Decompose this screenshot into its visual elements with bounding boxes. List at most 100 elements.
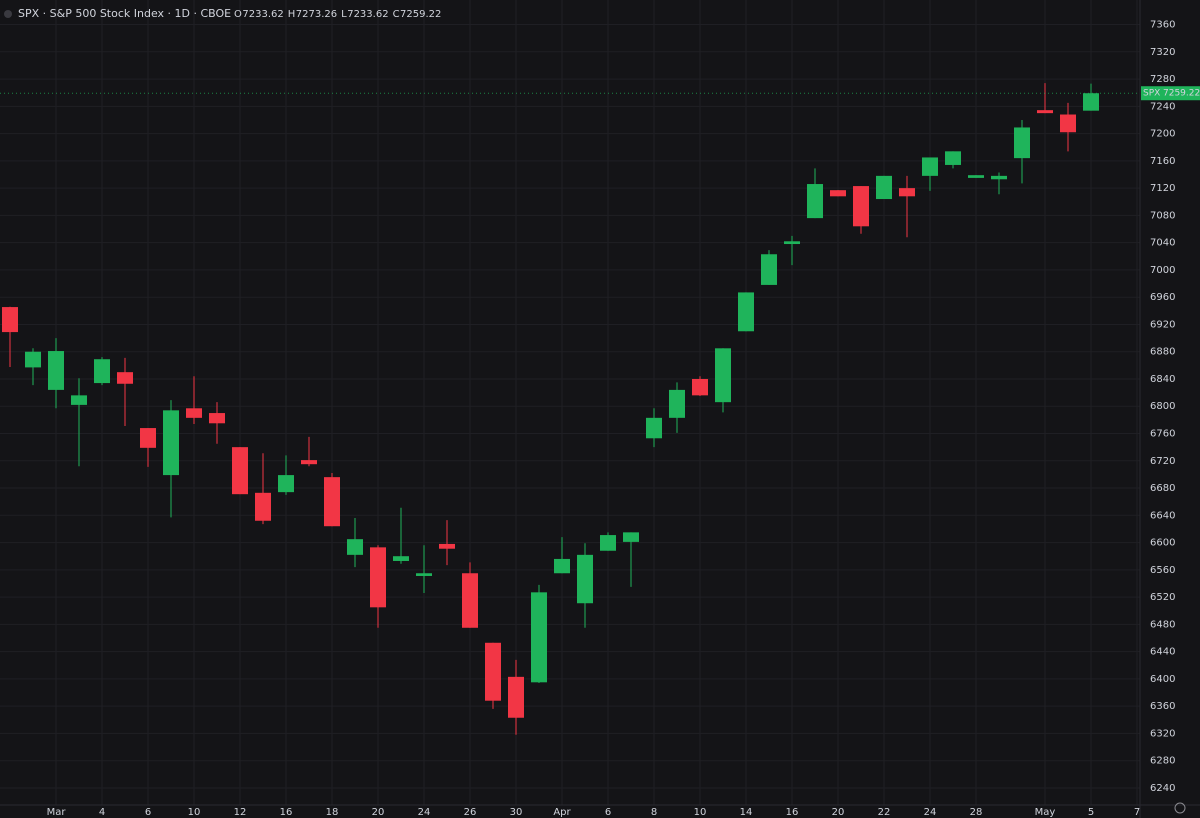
candle-body bbox=[48, 351, 64, 390]
candle-body bbox=[899, 188, 915, 197]
ohlc-label: H bbox=[288, 9, 296, 20]
y-tick-label: 7280 bbox=[1150, 74, 1175, 85]
candle-body bbox=[577, 554, 593, 604]
x-tick-label: 20 bbox=[372, 807, 385, 818]
x-tick-label: 26 bbox=[464, 807, 477, 818]
ohlc-label: C bbox=[393, 9, 400, 20]
candle-body bbox=[991, 175, 1007, 180]
candle-body bbox=[186, 408, 202, 418]
candle-body bbox=[2, 307, 18, 333]
x-tick-label: 8 bbox=[651, 807, 657, 818]
candle-body bbox=[25, 351, 41, 368]
y-tick-label: 6880 bbox=[1150, 347, 1175, 358]
y-tick-label: 6640 bbox=[1150, 510, 1175, 521]
candle-body bbox=[876, 175, 892, 200]
candle-body bbox=[738, 292, 754, 332]
candle-body bbox=[439, 543, 455, 549]
candle-body bbox=[669, 389, 685, 418]
candle-body bbox=[255, 492, 271, 521]
y-tick-label: 7040 bbox=[1150, 238, 1175, 249]
candle-body bbox=[853, 186, 869, 227]
y-tick-label: 7240 bbox=[1150, 101, 1175, 112]
x-tick-label: 18 bbox=[326, 807, 339, 818]
ohlc-value: 7233.62 bbox=[347, 9, 388, 20]
y-tick-label: 6480 bbox=[1150, 619, 1175, 630]
candle-body bbox=[1083, 93, 1099, 111]
y-tick-label: 6320 bbox=[1150, 728, 1175, 739]
price-badge-value: 7259.22 bbox=[1163, 89, 1200, 99]
y-tick-label: 6960 bbox=[1150, 292, 1175, 303]
x-tick-label: 5 bbox=[1088, 807, 1094, 818]
ohlc-label: O bbox=[234, 9, 242, 20]
axes: 6240628063206360640064406480652065606600… bbox=[47, 20, 1200, 818]
candle-body bbox=[922, 157, 938, 176]
y-tick-label: 6680 bbox=[1150, 483, 1175, 494]
candle-body bbox=[531, 592, 547, 683]
x-tick-label: Apr bbox=[553, 807, 571, 818]
y-tick-label: 6520 bbox=[1150, 592, 1175, 603]
y-tick-label: 6840 bbox=[1150, 374, 1175, 385]
x-tick-label: 14 bbox=[740, 807, 753, 818]
candle-body bbox=[71, 395, 87, 405]
y-tick-label: 6440 bbox=[1150, 647, 1175, 658]
candle-body bbox=[830, 190, 846, 197]
candle-body bbox=[347, 539, 363, 555]
y-tick-label: 7320 bbox=[1150, 47, 1175, 58]
y-tick-label: 7160 bbox=[1150, 156, 1175, 167]
candle-body bbox=[370, 547, 386, 608]
y-tick-label: 6760 bbox=[1150, 429, 1175, 440]
candle-body bbox=[324, 477, 340, 527]
x-tick-label: May bbox=[1035, 807, 1056, 818]
y-tick-label: 7000 bbox=[1150, 265, 1175, 276]
x-tick-label: Mar bbox=[47, 807, 67, 818]
x-tick-label: 22 bbox=[878, 807, 891, 818]
candle-body bbox=[623, 532, 639, 542]
candle-body bbox=[278, 475, 294, 493]
x-tick-label: 10 bbox=[188, 807, 201, 818]
candle-body bbox=[945, 151, 961, 165]
candle-body bbox=[1037, 110, 1053, 114]
ohlc-value: 7273.26 bbox=[296, 9, 337, 20]
candle-body bbox=[600, 535, 616, 551]
x-tick-label: 16 bbox=[280, 807, 293, 818]
y-tick-label: 6280 bbox=[1150, 756, 1175, 767]
candle-body bbox=[807, 184, 823, 219]
x-tick-label: 16 bbox=[786, 807, 799, 818]
candle-body bbox=[715, 348, 731, 403]
candle-body bbox=[416, 573, 432, 576]
candle-body bbox=[232, 447, 248, 495]
ohlc-values: O 7233.62 H 7273.26 L 7233.62 C 7259.22 bbox=[234, 9, 441, 20]
y-tick-label: 7080 bbox=[1150, 210, 1175, 221]
candle-body bbox=[968, 175, 984, 178]
x-tick-label: 4 bbox=[99, 807, 105, 818]
candle-body bbox=[554, 558, 570, 574]
candles bbox=[0, 83, 1140, 735]
settings-icon[interactable] bbox=[1174, 802, 1186, 814]
x-tick-label: 28 bbox=[970, 807, 983, 818]
candle-body bbox=[508, 676, 524, 718]
ohlc-value: 7233.62 bbox=[242, 9, 283, 20]
candle-body bbox=[761, 254, 777, 285]
y-tick-label: 6240 bbox=[1150, 783, 1175, 794]
candle-body bbox=[163, 410, 179, 476]
x-tick-label: 20 bbox=[832, 807, 845, 818]
y-tick-label: 7120 bbox=[1150, 183, 1175, 194]
y-tick-label: 6560 bbox=[1150, 565, 1175, 576]
chart-title: SPX · S&P 500 Stock Index · 1D · CBOE bbox=[18, 7, 231, 20]
x-tick-label: 30 bbox=[510, 807, 523, 818]
candle-body bbox=[393, 556, 409, 561]
y-tick-label: 6360 bbox=[1150, 701, 1175, 712]
x-tick-label: 24 bbox=[418, 807, 431, 818]
settings-gear[interactable] bbox=[1174, 802, 1186, 814]
x-tick-label: 24 bbox=[924, 807, 937, 818]
candle-body bbox=[117, 372, 133, 384]
ohlc-label: L bbox=[341, 9, 347, 20]
price-badge bbox=[1141, 86, 1200, 101]
candle-body bbox=[646, 417, 662, 439]
symbol-icon bbox=[4, 10, 12, 18]
candle-body bbox=[485, 642, 501, 701]
y-tick-label: 7200 bbox=[1150, 129, 1175, 140]
